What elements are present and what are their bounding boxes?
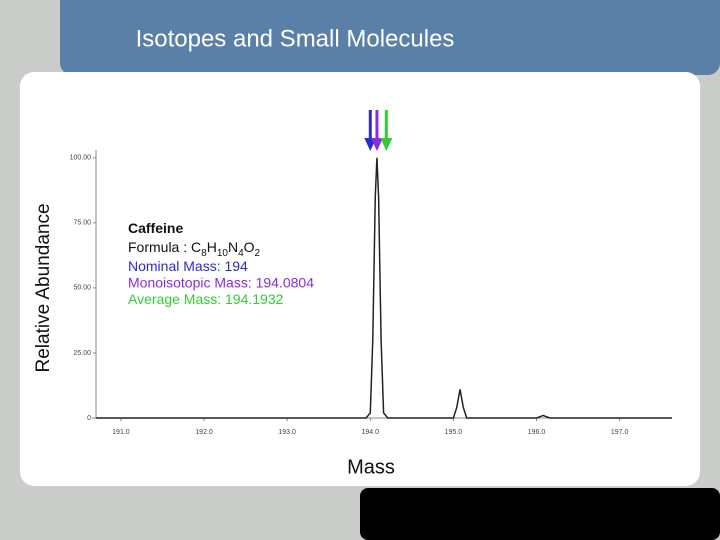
y-tick-label: 0 — [87, 415, 91, 422]
header-band-top — [60, 0, 720, 30]
mass-annotation-value: 194.1932 — [225, 291, 284, 307]
formula-label: Formula : — [128, 239, 187, 255]
compound-name: Caffeine — [128, 220, 183, 236]
atom-count: 10 — [217, 248, 229, 259]
x-tick-label: 192.0 — [195, 429, 213, 436]
x-tick-label: 191.0 — [112, 429, 130, 436]
atom-count: 8 — [201, 248, 207, 259]
slide-title: Isotopes and Small Molecules — [136, 25, 455, 52]
y-tick-label: 25.00 — [73, 350, 91, 357]
y-tick-label: 50.00 — [73, 285, 91, 292]
footer-block — [360, 488, 720, 540]
atom-symbol: O — [244, 239, 255, 255]
x-tick-label: 196.0 — [528, 429, 546, 436]
atom-symbol: N — [228, 239, 238, 255]
spectrum-line — [96, 157, 672, 419]
mass-annotation-label: Nominal Mass: — [128, 258, 221, 274]
mass-annotation-value: 194.0804 — [256, 275, 315, 291]
atom-count: 4 — [238, 248, 244, 259]
atom-symbol: C — [191, 239, 201, 255]
content-panel — [20, 72, 700, 486]
mass-annotation: Average Mass: 194.1932 — [128, 291, 284, 307]
atom-symbol: H — [207, 239, 217, 255]
formula: Formula : C8​H10​N4​O2​ — [128, 239, 261, 259]
mass-arrow-head — [380, 138, 393, 151]
x-axis-label: Mass — [347, 456, 395, 478]
y-tick-label: 100.00 — [70, 155, 92, 162]
mass-annotation-label: Monoisotopic Mass: — [128, 275, 252, 291]
mass-annotation-label: Average Mass: — [128, 291, 221, 307]
mass-annotation: Nominal Mass: 194 — [128, 258, 248, 274]
x-tick-label: 197.0 — [611, 429, 629, 436]
mass-annotation-value: 194 — [224, 258, 248, 274]
mass-arrow-head — [370, 138, 383, 151]
atom-count: 2 — [255, 248, 261, 259]
x-tick-label: 195.0 — [445, 429, 463, 436]
mass-annotation: Monoisotopic Mass: 194.0804 — [128, 275, 314, 291]
x-tick-label: 194.0 — [362, 429, 380, 436]
y-axis-label: Relative Abundance — [33, 203, 54, 372]
y-tick-label: 75.00 — [73, 220, 91, 227]
x-tick-label: 193.0 — [278, 429, 296, 436]
